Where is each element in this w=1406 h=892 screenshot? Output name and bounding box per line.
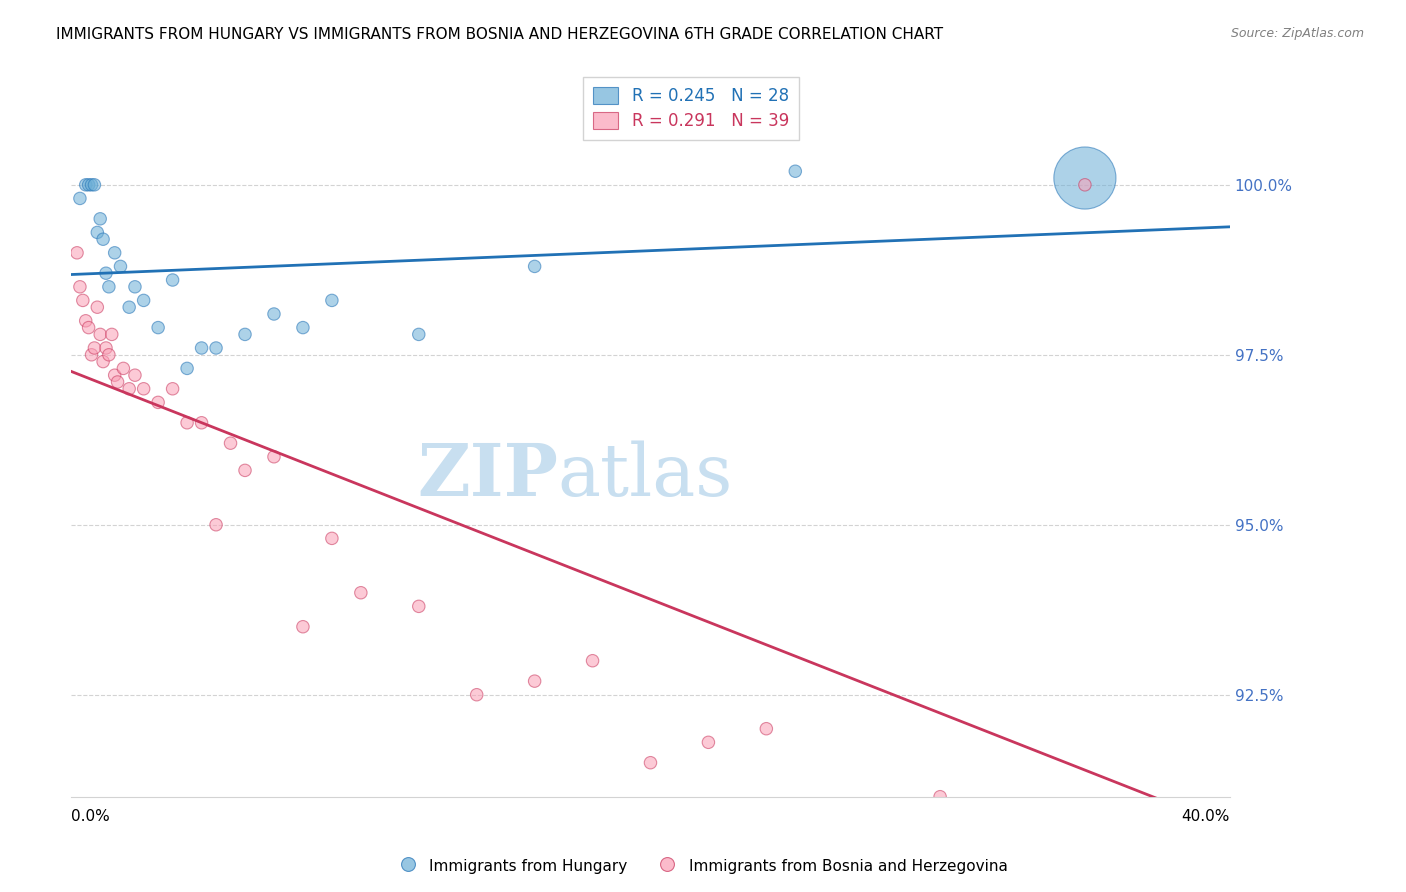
Text: 0.0%: 0.0% — [72, 809, 110, 824]
Point — [523, 260, 546, 274]
Point — [91, 232, 114, 246]
Point — [80, 178, 103, 192]
Point — [89, 211, 111, 226]
Point — [110, 260, 132, 274]
Point — [89, 327, 111, 342]
Point — [104, 245, 127, 260]
Point — [408, 327, 430, 342]
Point — [929, 789, 952, 804]
Point — [162, 273, 184, 287]
Point — [132, 382, 155, 396]
Point — [146, 320, 169, 334]
Text: IMMIGRANTS FROM HUNGARY VS IMMIGRANTS FROM BOSNIA AND HERZEGOVINA 6TH GRADE CORR: IMMIGRANTS FROM HUNGARY VS IMMIGRANTS FR… — [56, 27, 943, 42]
Text: Source: ZipAtlas.com: Source: ZipAtlas.com — [1230, 27, 1364, 40]
Point — [350, 586, 373, 600]
Point — [263, 450, 285, 464]
Point — [69, 280, 91, 294]
Text: ZIP: ZIP — [418, 440, 558, 511]
Point — [581, 654, 603, 668]
Point — [66, 245, 89, 260]
Point — [176, 416, 198, 430]
Point — [263, 307, 285, 321]
Point — [75, 178, 97, 192]
Point — [1074, 178, 1097, 192]
Text: atlas: atlas — [558, 441, 733, 511]
Point — [118, 382, 141, 396]
Point — [523, 674, 546, 689]
Point — [1074, 171, 1097, 186]
Point — [291, 620, 314, 634]
Point — [190, 341, 212, 355]
Point — [94, 266, 117, 280]
Point — [91, 354, 114, 368]
Point — [205, 341, 228, 355]
Point — [176, 361, 198, 376]
Point — [219, 436, 242, 450]
Point — [86, 300, 108, 314]
Point — [408, 599, 430, 614]
Point — [146, 395, 169, 409]
Point — [640, 756, 662, 770]
Point — [124, 280, 146, 294]
Point — [72, 293, 94, 308]
Point — [77, 178, 100, 192]
Point — [321, 293, 343, 308]
Point — [83, 178, 105, 192]
Point — [233, 463, 256, 477]
Point — [112, 361, 135, 376]
Point — [75, 314, 97, 328]
Point — [205, 517, 228, 532]
Point — [755, 722, 778, 736]
Point — [94, 341, 117, 355]
Point — [97, 280, 120, 294]
Point — [69, 191, 91, 205]
Point — [83, 341, 105, 355]
Point — [124, 368, 146, 383]
Point — [80, 348, 103, 362]
Point — [101, 327, 124, 342]
Point — [104, 368, 127, 383]
Legend: Immigrants from Hungary, Immigrants from Bosnia and Herzegovina: Immigrants from Hungary, Immigrants from… — [392, 852, 1014, 880]
Point — [291, 320, 314, 334]
Point — [118, 300, 141, 314]
Point — [190, 416, 212, 430]
Point — [86, 226, 108, 240]
Point — [321, 532, 343, 546]
Point — [162, 382, 184, 396]
Point — [97, 348, 120, 362]
Point — [132, 293, 155, 308]
Point — [233, 327, 256, 342]
Legend: R = 0.245   N = 28, R = 0.291   N = 39: R = 0.245 N = 28, R = 0.291 N = 39 — [583, 77, 799, 140]
Point — [697, 735, 720, 749]
Point — [785, 164, 807, 178]
Point — [465, 688, 488, 702]
Point — [77, 320, 100, 334]
Text: 40.0%: 40.0% — [1181, 809, 1230, 824]
Point — [107, 375, 129, 389]
